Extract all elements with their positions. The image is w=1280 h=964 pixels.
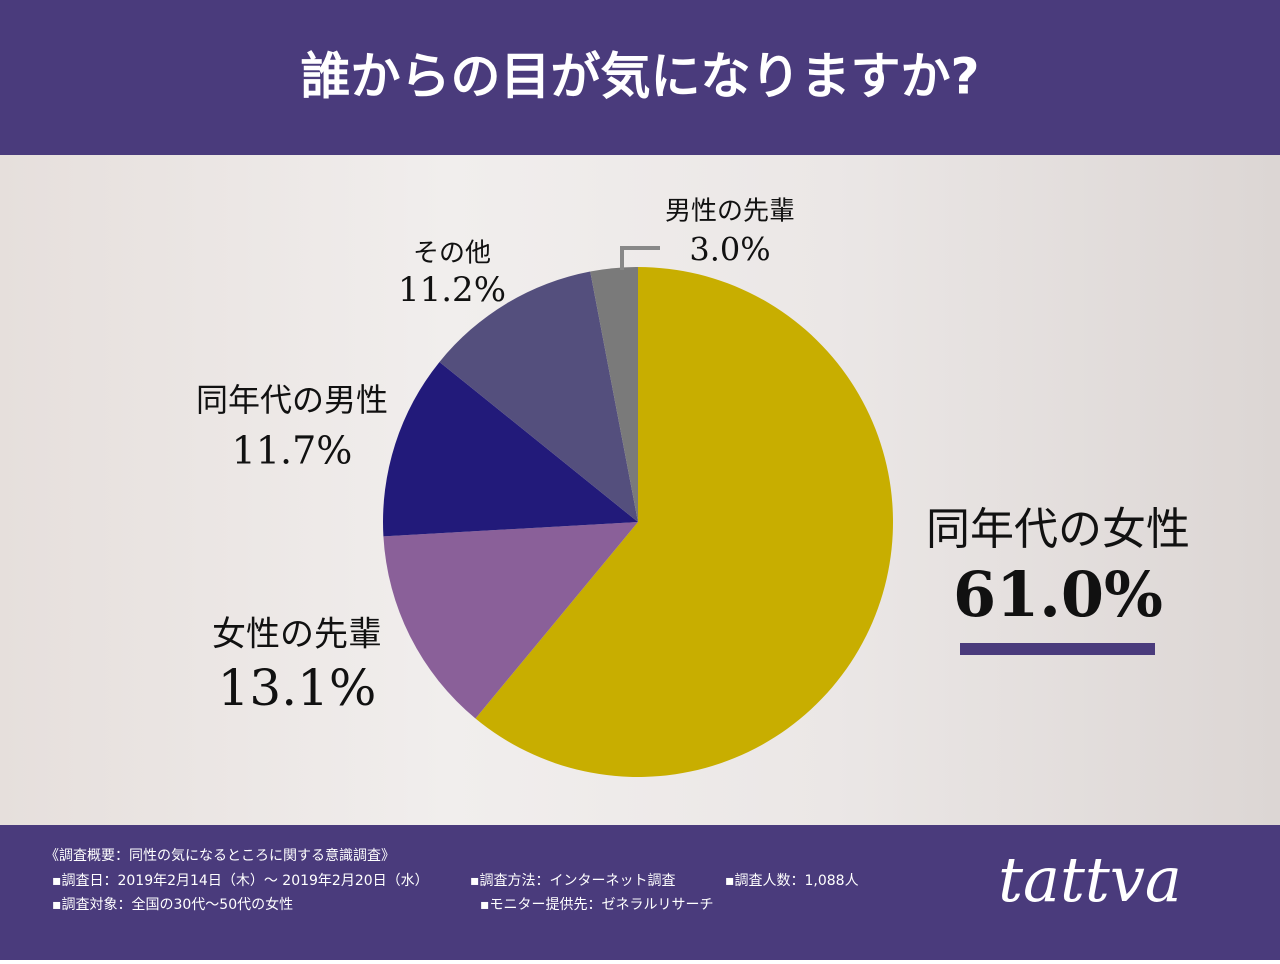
header bbox=[0, 0, 1280, 155]
chart-title: 誰からの目が気になりますか? bbox=[300, 48, 979, 106]
slice-label: 女性の先輩 bbox=[212, 615, 382, 655]
slice-label: 同年代の女性 bbox=[926, 504, 1190, 555]
slice-label: その他 bbox=[413, 239, 491, 269]
value-label: 13.1% bbox=[218, 659, 377, 717]
value-label: 11.7% bbox=[232, 429, 353, 473]
survey-item: ▪調査人数：1,088人 bbox=[725, 873, 859, 889]
highlight-bar bbox=[960, 643, 1155, 655]
pie-slice bbox=[439, 271, 638, 522]
survey-item: ▪調査日：2019年2月14日（木）〜 2019年2月20日（水） bbox=[52, 873, 429, 889]
pie-slice bbox=[383, 522, 638, 719]
pie bbox=[383, 267, 893, 777]
value-label: 61.0% bbox=[953, 558, 1163, 631]
pie-slice bbox=[383, 361, 638, 537]
survey-title: 《調査概要：同性の気になるところに関する意識調査》 bbox=[45, 847, 395, 864]
footer bbox=[0, 825, 1280, 960]
pie-slice bbox=[475, 267, 893, 777]
leader-line bbox=[620, 246, 660, 270]
survey-item: ▪モニター提供先：ゼネラルリサーチ bbox=[480, 897, 714, 913]
value-label: 3.0% bbox=[689, 231, 770, 269]
survey-item: ▪調査方法：インターネット調査 bbox=[470, 873, 676, 889]
slice-label: 同年代の男性 bbox=[196, 381, 388, 419]
survey-item: ▪調査対象：全国の30代〜50代の女性 bbox=[52, 896, 293, 913]
logo: tattva bbox=[998, 843, 1182, 916]
slice-label: 男性の先輩 bbox=[665, 197, 795, 227]
pie-slice bbox=[590, 267, 638, 522]
value-label: 11.2% bbox=[398, 270, 506, 310]
